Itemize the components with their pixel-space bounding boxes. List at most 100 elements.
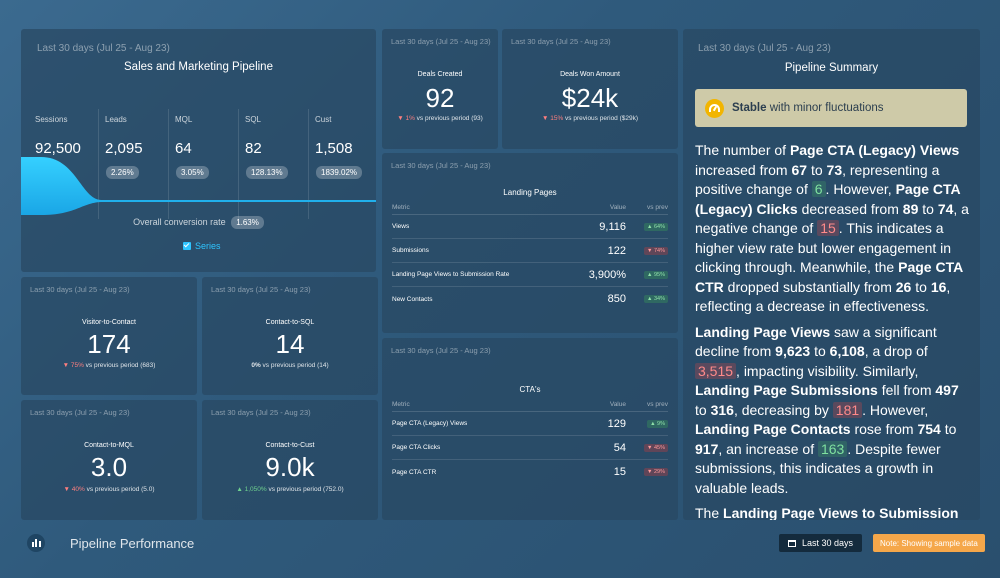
summary-body: The number of Page CTA (Legacy) Views in… [695,141,970,520]
tile-period: Last 30 days (Jul 25 - Aug 23) [391,37,491,46]
table-row: Page CTA Clicks 54 ▼ 45% [392,436,668,460]
stage-value: 92,500 [35,140,81,157]
visitor-contact-tile: Last 30 days (Jul 25 - Aug 23) Visitor-t… [21,277,197,395]
delta-badge: ▼ 74% [644,246,668,255]
stage-label: Cust [315,115,332,124]
delta-compare: vs previous period (5.0) [86,486,155,493]
delta-badge: ▲ 95% [644,270,668,279]
tile-period: Last 30 days (Jul 25 - Aug 23) [511,37,611,46]
row-metric: Page CTA CTR [392,468,437,476]
metric-value: 9.0k [265,452,315,482]
row-value: 122 [607,244,626,257]
delta-value: ▼ 1% [397,115,415,122]
landing-pages-table: Metric Value vs prev Views 9,116 ▲ 64% S… [392,201,668,311]
calendar-icon [788,539,796,547]
column-header: Value [609,401,626,408]
delta-row: ▼ 1% vs previous period (93) [382,115,498,122]
delta-row: ▲ 1,050% vs previous period (752.0) [202,486,378,493]
metric-title: Deals Won Amount [560,71,620,78]
delta-value: 0% [251,362,261,369]
landing-pages-tile: Last 30 days (Jul 25 - Aug 23) Landing P… [382,153,678,333]
column-header: Value [609,204,626,211]
delta-badge: ▼ 45% [644,443,668,452]
table-row: Landing Page Views to Submission Rate 3,… [392,263,668,287]
delta-value: ▼ 40% [63,486,85,493]
contact-cust-tile: Last 30 days (Jul 25 - Aug 23) Contact-t… [202,400,378,520]
table-row: Page CTA (Legacy) Views 129 ▲ 9% [392,412,668,436]
metric-title: Contact-to-MQL [84,442,134,449]
column-header: vs prev [647,204,668,211]
stage-label: MQL [175,115,193,124]
metric-title: Deals Created [417,71,463,78]
delta-badge: ▼ 29% [644,468,668,476]
row-value: 129 [607,417,626,430]
summary-paragraph: The Landing Page Views to Submission [695,505,959,520]
tile-period: Last 30 days (Jul 25 - Aug 23) [391,161,491,170]
series-legend[interactable]: Series [183,241,221,251]
delta-row: ▼ 40% vs previous period (5.0) [21,486,197,493]
delta-value: ▲ 1,050% [236,486,267,493]
ctas-table: Metric Value vs prev Page CTA (Legacy) V… [392,398,668,484]
metric-title: Contact-to-SQL [265,319,315,326]
funnel-shape [21,157,376,215]
tile-period: Last 30 days (Jul 25 - Aug 23) [30,408,130,417]
footer-bar: Pipeline Performance Last 30 days Note: … [0,524,1000,578]
tile-period: Last 30 days (Jul 25 - Aug 23) [37,43,170,54]
row-metric: Page CTA Clicks [392,444,441,451]
overall-conversion-label: Overall conversion rate [133,217,226,227]
metric-value: 174 [87,329,131,359]
stage-divider [238,109,239,219]
conversion-pill: 3.05% [176,166,209,179]
gauge-icon [705,98,724,118]
stage-value: 82 [245,140,262,157]
summary-tile: Last 30 days (Jul 25 - Aug 23) Pipeline … [683,29,980,520]
summary-paragraph: Landing Page Views saw a significant dec… [695,323,959,496]
date-range-button[interactable]: Last 30 days [779,534,863,552]
delta-row: ▼ 75% vs previous period (683) [21,362,197,369]
tile-period: Last 30 days (Jul 25 - Aug 23) [211,408,311,417]
checkbox-icon[interactable] [183,241,191,250]
table-row: Views 9,116 ▲ 64% [392,215,668,239]
table-title: Landing Pages [503,188,557,197]
stage-divider [98,109,99,219]
status-text: Stable with minor fluctuations [732,102,884,114]
row-metric: New Contacts [392,295,433,303]
delta-badge: ▲ 34% [644,295,668,303]
delta-row: 0% vs previous period (14) [202,362,378,369]
legend-label: Series [195,241,221,251]
metric-value: 3.0 [90,452,128,482]
table-header: Metric Value vs prev [392,398,668,412]
column-header: vs prev [647,401,668,408]
row-metric: Landing Page Views to Submission Rate [392,271,510,278]
summary-paragraph: The number of Page CTA (Legacy) Views in… [695,142,969,314]
funnel-tile: Last 30 days (Jul 25 - Aug 23) Sales and… [21,29,376,272]
stage-value: 64 [175,140,192,157]
summary-title: Pipeline Summary [784,62,879,74]
row-metric: Submissions [392,247,429,254]
table-row: New Contacts 850 ▲ 34% [392,287,668,311]
ctas-tile: Last 30 days (Jul 25 - Aug 23) CTA's Met… [382,338,678,520]
conversion-pill: 128.13% [246,166,288,179]
delta-compare: vs previous period ($29k) [565,115,639,122]
deals-created-tile: Last 30 days (Jul 25 - Aug 23) Deals Cre… [382,29,498,149]
row-value: 15 [613,466,626,478]
column-header: Metric [392,401,410,408]
delta-badge: ▲ 9% [647,419,668,428]
delta-value: ▼ 15% [541,115,564,122]
metric-value: $24k [561,83,619,113]
tile-period: Last 30 days (Jul 25 - Aug 23) [30,285,130,294]
stage-label: Leads [105,115,127,124]
conversion-pill: 2.26% [106,166,139,179]
row-value: 850 [607,293,626,305]
stage-value: 2,095 [105,140,143,157]
metric-value: 92 [425,83,455,113]
stage-divider [308,109,309,219]
delta-compare: vs previous period (752.0) [268,486,344,493]
table-row: Submissions 122 ▼ 74% [392,239,668,263]
delta-compare: vs previous period (14) [262,362,329,369]
delta-badge: ▲ 64% [644,222,668,231]
metric-title: Visitor-to-Contact [82,319,136,326]
funnel-area [21,157,376,215]
tile-period: Last 30 days (Jul 25 - Aug 23) [211,285,311,294]
row-value: 54 [613,441,626,454]
